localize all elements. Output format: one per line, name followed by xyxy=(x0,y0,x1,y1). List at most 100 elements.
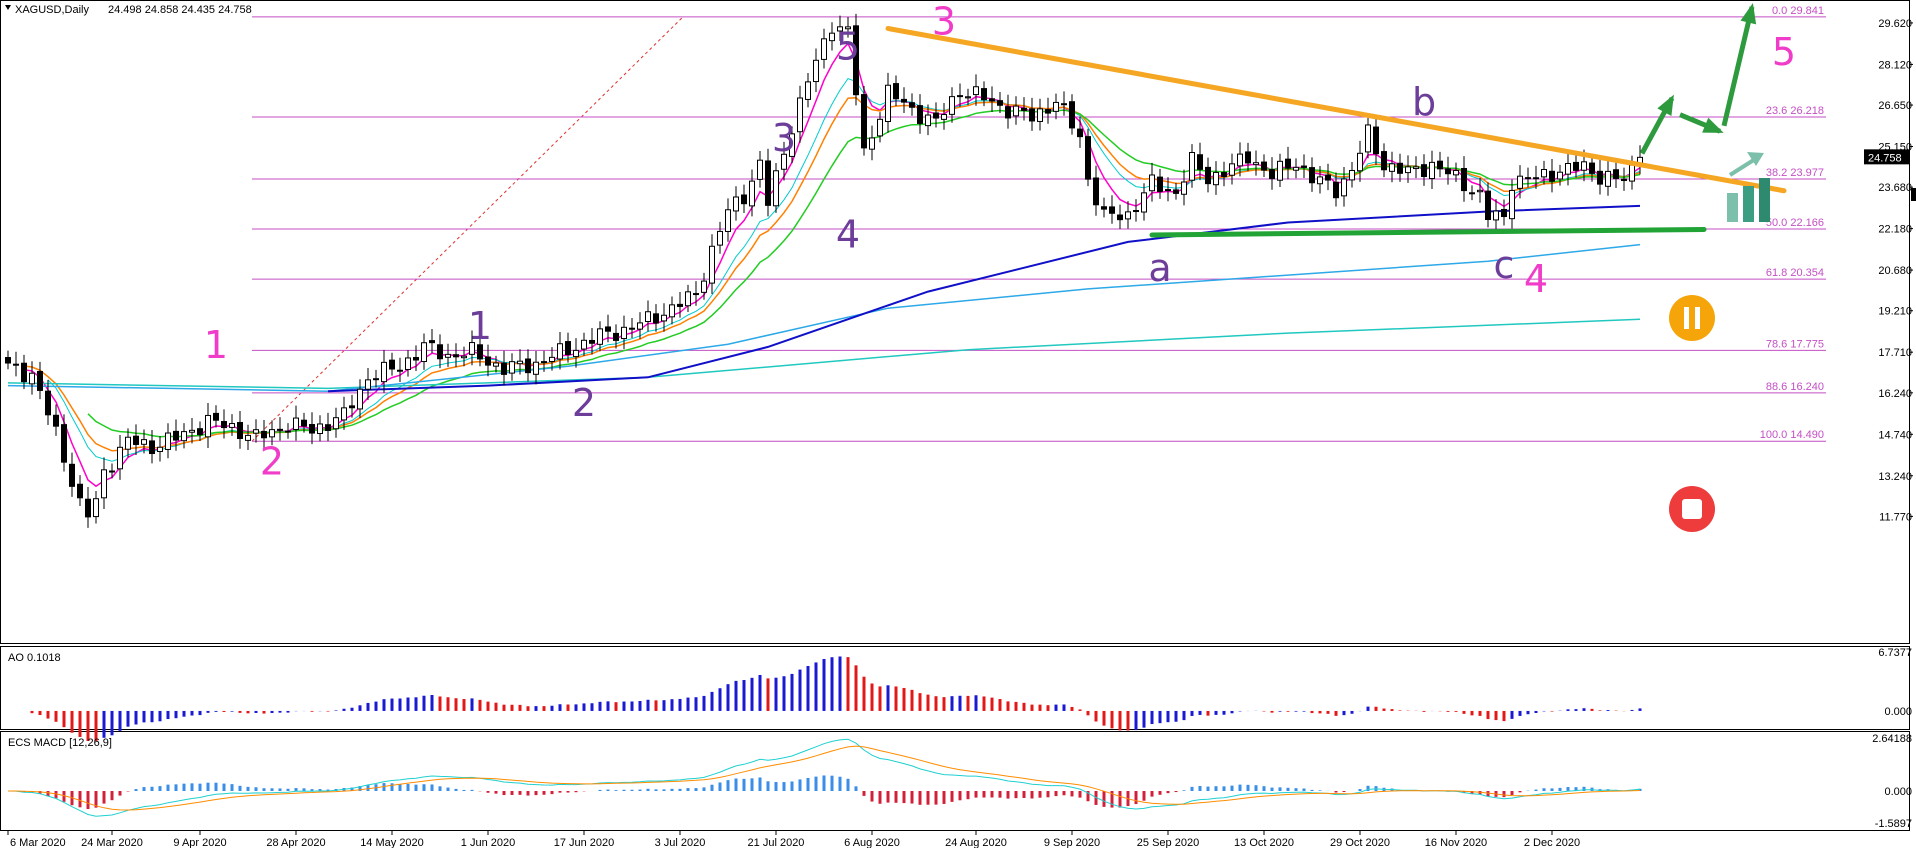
candle-body xyxy=(733,196,739,212)
macd-line xyxy=(7,738,1641,817)
candle-body xyxy=(1085,136,1091,180)
candle-body xyxy=(885,84,891,123)
candle-body xyxy=(725,209,731,232)
y-tick-label: 14.740 xyxy=(1878,429,1912,441)
candle-body xyxy=(573,349,579,358)
candle-body xyxy=(61,424,67,463)
candle-body xyxy=(1197,154,1203,170)
wave-label: 5 xyxy=(1772,30,1796,74)
candle-body xyxy=(141,439,147,445)
wave-label: 4 xyxy=(836,213,860,257)
annotations: 1 2 3 4 5 1 2 3 4 5 a b c xyxy=(204,0,1796,483)
candle-body xyxy=(1341,178,1347,197)
candle-body xyxy=(365,379,371,390)
candle-body xyxy=(1373,126,1379,155)
candle-body xyxy=(1581,161,1587,171)
candle-body xyxy=(1485,190,1491,220)
candle-body xyxy=(453,354,459,358)
candle-body xyxy=(613,332,619,341)
candle-body xyxy=(749,180,755,207)
x-tick-label: 9 Sep 2020 xyxy=(1044,837,1100,848)
candle-body xyxy=(301,419,307,427)
y-tick-label: 29.620 xyxy=(1878,18,1912,30)
candle-body xyxy=(413,357,419,361)
candle-body xyxy=(1061,103,1067,106)
candle-body xyxy=(325,424,331,431)
candle-body xyxy=(1013,105,1019,117)
ao-tick-label: 6.7377 xyxy=(1878,647,1912,659)
candle-body xyxy=(661,314,667,322)
candle-body xyxy=(293,417,299,430)
candle-body xyxy=(341,407,347,421)
candle-body xyxy=(829,32,835,42)
candle-body xyxy=(1109,206,1115,214)
collapse-icon[interactable] xyxy=(5,5,11,10)
candle-body xyxy=(1621,178,1627,182)
macd-panel xyxy=(0,731,1910,831)
fib-level-label: 23.6 26.218 xyxy=(1766,105,1824,117)
candle-body xyxy=(1589,162,1595,174)
candle-body xyxy=(637,322,643,330)
candle-body xyxy=(1101,206,1107,210)
candle-body xyxy=(517,360,523,365)
candle-body xyxy=(1301,165,1307,168)
candle-body xyxy=(901,98,907,103)
candle-body xyxy=(1293,166,1299,171)
candle-body xyxy=(85,498,91,518)
candle-body xyxy=(1405,166,1411,174)
candle-body xyxy=(109,470,115,473)
pause-button[interactable] xyxy=(1669,295,1715,341)
candle-body xyxy=(1237,153,1243,167)
candle-body xyxy=(837,26,843,32)
ao-histogram: 6.7377 0.000 xyxy=(30,647,1912,742)
candle-body xyxy=(1573,161,1579,171)
candle-body xyxy=(437,344,443,360)
x-tick-label: 29 Oct 2020 xyxy=(1330,837,1390,848)
candle-body xyxy=(421,342,427,363)
stop-icon xyxy=(1682,499,1702,519)
y-tick-label: 20.680 xyxy=(1878,265,1912,277)
ao-tick-label: 0.000 xyxy=(1884,706,1912,718)
candle-body xyxy=(781,153,787,170)
candle-body xyxy=(157,446,163,452)
candle-body xyxy=(653,313,659,324)
candle-body xyxy=(1413,166,1419,170)
candle-body xyxy=(1221,172,1227,178)
stop-button[interactable] xyxy=(1669,486,1715,532)
candle-body xyxy=(317,423,323,435)
candle-body xyxy=(285,430,291,433)
candle-body xyxy=(1317,176,1323,185)
fib-level-label: 0.0 29.841 xyxy=(1772,5,1824,17)
candle-body xyxy=(1021,107,1027,111)
candle-body xyxy=(405,357,411,370)
candle-body xyxy=(685,291,691,307)
candle-body xyxy=(1549,170,1555,182)
bar-chart-icon xyxy=(1727,152,1770,222)
y-tick-label: 23.680 xyxy=(1878,182,1912,194)
y-tick-label: 13.240 xyxy=(1878,471,1912,483)
candle-body xyxy=(1149,174,1155,192)
fib-level-label: 50.0 22.166 xyxy=(1766,217,1824,229)
candle-body xyxy=(1445,168,1451,175)
candle-body xyxy=(1533,177,1539,180)
wave-label: 5 xyxy=(836,25,860,69)
candle-body xyxy=(69,463,75,487)
candle-body xyxy=(1309,167,1315,184)
candle-body xyxy=(1509,189,1515,220)
candle-body xyxy=(125,436,131,450)
current-price-box xyxy=(1864,149,1910,165)
macd-histogram: 2.64188 0.000 -1.5897 xyxy=(7,733,1912,830)
x-tick-label: 6 Mar 2020 xyxy=(10,837,66,848)
candle-body xyxy=(253,429,259,434)
forecast-arrow-3 xyxy=(1721,6,1755,127)
arrow-up-icon xyxy=(1728,152,1764,177)
candle-body xyxy=(1117,214,1123,221)
candle-body xyxy=(909,102,915,108)
candle-body xyxy=(629,327,635,330)
x-tick-label: 21 Jul 2020 xyxy=(748,837,805,848)
candle-body xyxy=(5,356,11,364)
candle-body xyxy=(605,326,611,332)
y-tick-label: 28.120 xyxy=(1878,59,1912,71)
candle-body xyxy=(1093,177,1099,206)
